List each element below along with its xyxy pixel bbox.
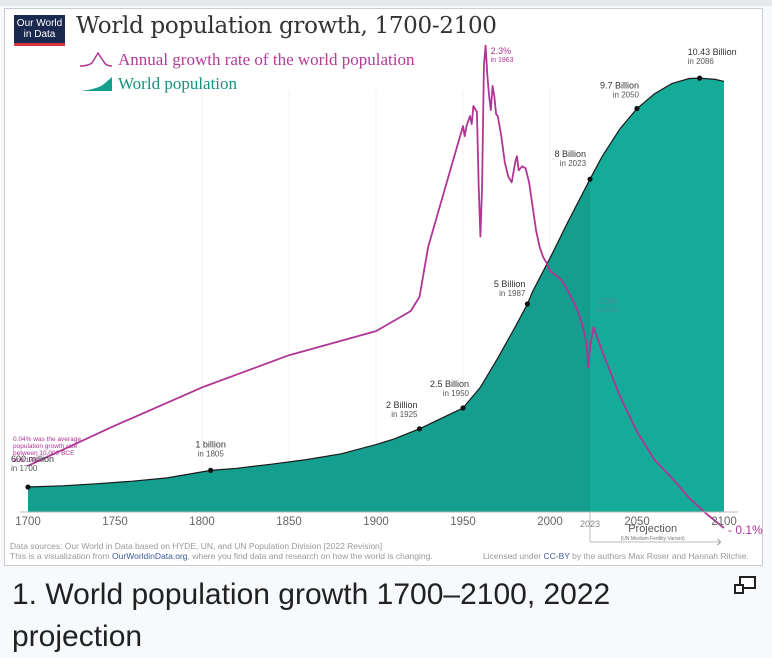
- population-legend-icon: [80, 77, 112, 91]
- population-sublabel: in 2086: [688, 57, 715, 66]
- population-label: 2 Billion: [386, 400, 418, 410]
- legend-growth-rate: Annual growth rate of the world populati…: [118, 50, 415, 69]
- footer-sources: Data sources: Our World in Data based on…: [10, 541, 433, 561]
- population-marker-1700: [25, 484, 31, 490]
- rate-current-sublabel: in 2023: [596, 307, 619, 314]
- x-tick-label: 1700: [15, 516, 41, 528]
- growth-rate-legend-icon: [79, 51, 113, 67]
- logo-line-1: Our World: [16, 18, 63, 29]
- population-sublabel: in 1925: [391, 410, 418, 419]
- rate-end-label: - 0.1%: [728, 523, 763, 537]
- population-marker-2086: [697, 75, 703, 81]
- population-label: 1 billion: [195, 439, 226, 449]
- sources-text: Data sources: Our World in Data based on…: [10, 541, 383, 551]
- projection-label: Projection: [628, 523, 677, 535]
- population-label: 600 million: [11, 454, 54, 464]
- viz-prefix: This is a visualization from: [10, 551, 113, 561]
- population-sublabel: in 1950: [443, 389, 470, 398]
- x-tick-label: 2000: [537, 516, 563, 528]
- rate-note-line: population growth rate: [13, 443, 78, 450]
- legend-population: World population: [118, 74, 238, 93]
- license-prefix: Licensed under: [483, 551, 544, 561]
- rate-peak-sublabel: in 1963: [491, 57, 514, 64]
- license-suffix: by the authors Max Roser and Hannah Ritc…: [569, 551, 749, 561]
- population-sublabel: in 2050: [613, 90, 640, 99]
- logo-line-2: in Data: [23, 29, 56, 40]
- population-marker-2023: [587, 176, 593, 182]
- x-tick-label: 2100: [711, 516, 737, 528]
- population-marker-1987: [524, 301, 530, 307]
- x-tick-label: 1750: [102, 516, 128, 528]
- population-sublabel: in 2023: [560, 159, 587, 168]
- population-outline: [27, 77, 725, 488]
- chart-canvas: 1700 1750 1800 1850 1900 1950 2000 2050 21002023…: [11, 44, 763, 546]
- x-tick-label: 1850: [276, 516, 302, 528]
- x-tick-label: 1950: [450, 516, 476, 528]
- rate-peak-label: 2.3%: [491, 46, 512, 56]
- owid-link[interactable]: OurWorldinData.org: [112, 551, 188, 561]
- population-area-historical: [28, 179, 591, 512]
- figure-caption: 1. World population growth 1700–2100, 20…: [12, 578, 611, 653]
- top-bar: [0, 0, 772, 6]
- population-label: 5 Billion: [494, 279, 526, 289]
- expand-icon[interactable]: [733, 575, 757, 595]
- growth-rate-line: [27, 44, 725, 529]
- population-label: 10.43 Billion: [688, 47, 737, 57]
- rate-current-label: 0.8%: [598, 296, 619, 306]
- projection-arrow-icon: [717, 538, 722, 546]
- x-tick-label: 1900: [363, 516, 389, 528]
- footer-license: Licensed under CC-BY by the authors Max …: [483, 551, 749, 561]
- population-sublabel: in 1987: [499, 289, 526, 298]
- population-marker-2050: [634, 105, 640, 112]
- population-marker-1925: [416, 426, 423, 432]
- chart-title: World population growth, 1700-2100: [76, 13, 497, 39]
- population-marker-1805: [208, 467, 214, 473]
- viz-suffix: , where you find data and research on ho…: [187, 551, 433, 561]
- cc-by-link[interactable]: CC-BY: [543, 551, 570, 561]
- x-tick-label: 1800: [189, 516, 215, 528]
- population-sublabel: in 1805: [198, 449, 225, 458]
- owid-logo: Our World in Data: [14, 15, 65, 46]
- population-marker-1950: [460, 405, 466, 411]
- viz-line: This is a visualization from OurWorldinD…: [10, 551, 433, 561]
- population-label: 9.7 Billion: [600, 80, 639, 90]
- population-label: 8 Billion: [554, 149, 586, 159]
- population-label: 2.5 Billion: [430, 379, 469, 389]
- projection-sublabel: (UN Medium Fertility Variant): [621, 536, 685, 542]
- x-tick-label: 2050: [624, 516, 650, 528]
- rate-note-line: between 10,000 BCE: [13, 450, 75, 457]
- rate-note-line: and 1700: [13, 457, 40, 464]
- rate-note-line: 0.04% was the average: [13, 436, 81, 443]
- population-sublabel: in 1700: [11, 464, 38, 473]
